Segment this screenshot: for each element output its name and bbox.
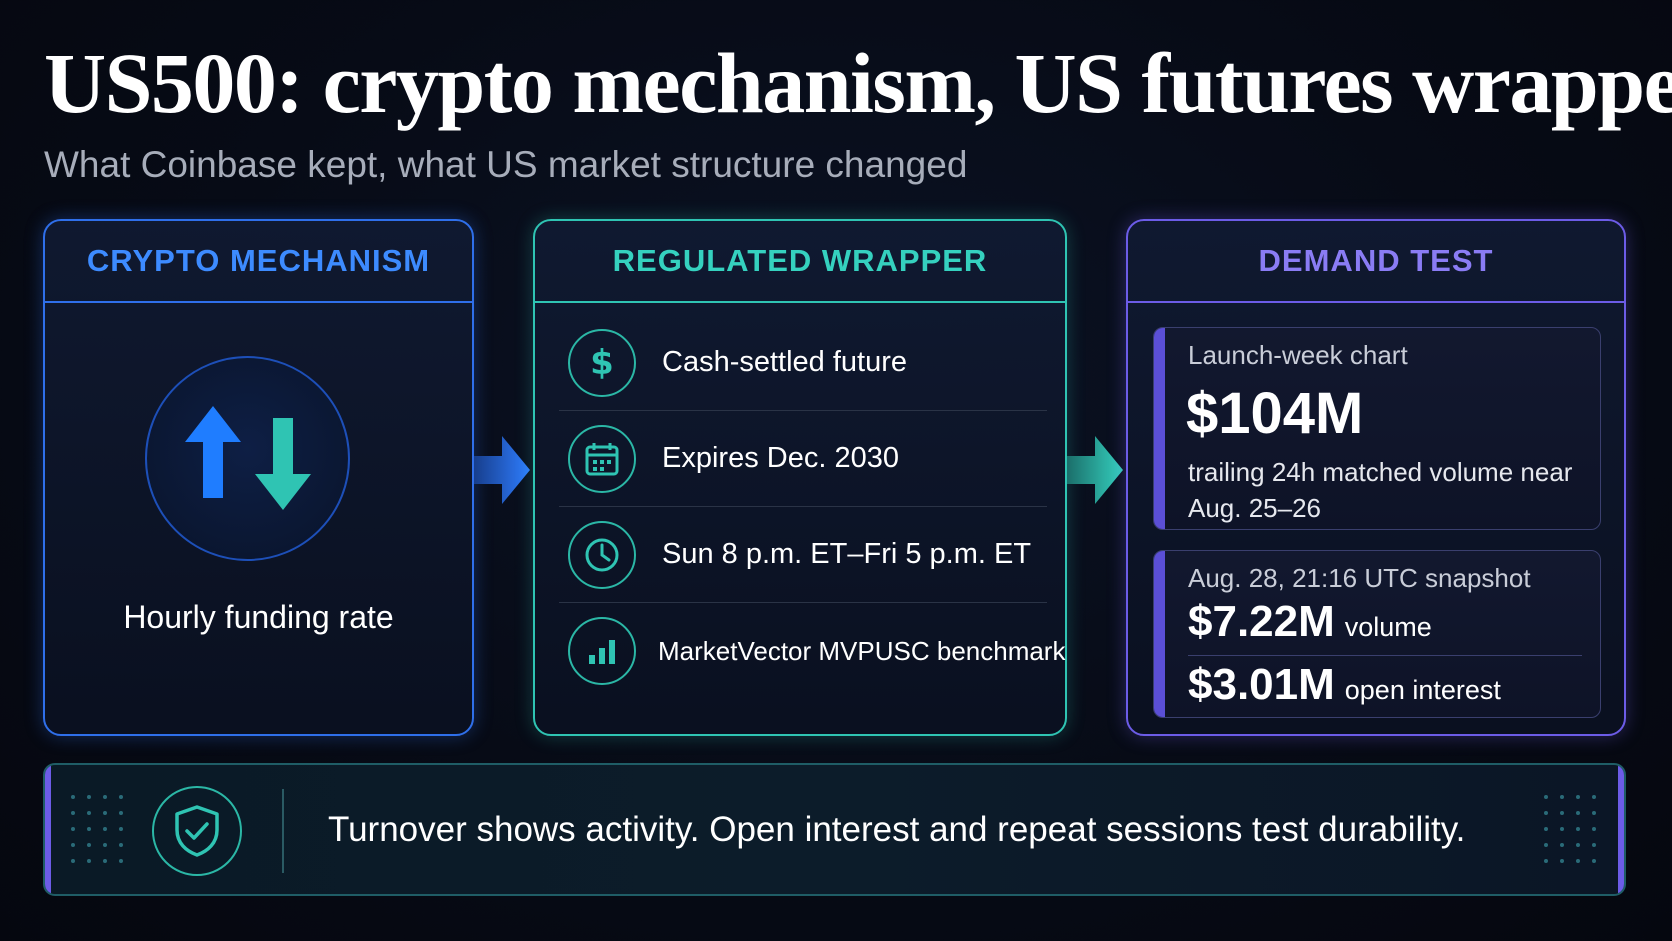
dollar-icon: $ [568, 328, 636, 397]
arrow-right-icon [474, 436, 530, 504]
open-interest-value: $3.01M [1188, 660, 1335, 709]
launch-week-value: $104M [1186, 381, 1364, 446]
wrapper-item-text: Sun 8 p.m. ET–Fri 5 p.m. ET [662, 538, 1032, 570]
takeaway-banner: Turnover shows activity. Open interest a… [43, 763, 1626, 896]
card-accent-bar [1154, 328, 1165, 529]
snapshot-open-interest: $3.01M open interest [1188, 660, 1501, 710]
dot-grid-decoration [71, 795, 123, 863]
wrapper-item-text: Cash-settled future [662, 346, 908, 378]
open-interest-unit: open interest [1344, 675, 1501, 705]
shield-check-icon [152, 786, 242, 876]
dot-grid-decoration [1544, 795, 1596, 863]
clock-icon [568, 520, 636, 589]
banner-divider [282, 789, 284, 873]
regulated-wrapper-heading: REGULATED WRAPPER [535, 221, 1065, 303]
banner-accent-left [45, 765, 51, 894]
launch-week-label: Launch-week chart [1188, 340, 1408, 370]
bar-chart-icon [568, 617, 636, 685]
card-accent-bar [1154, 551, 1165, 717]
volume-value: $7.22M [1188, 597, 1335, 646]
wrapper-item-text: Expires Dec. 2030 [662, 442, 899, 474]
page-title: US500: crypto mechanism, US futures wrap… [44, 35, 1672, 131]
wrapper-item-text: MarketVector MVPUSC benchmark [658, 635, 1066, 666]
demand-test-heading: DEMAND TEST [1128, 221, 1624, 303]
crypto-mechanism-heading: CRYPTO MECHANISM [45, 221, 472, 303]
calendar-icon [568, 424, 636, 493]
snapshot-card: Aug. 28, 21:16 UTC snapshot $7.22M volume… [1153, 550, 1601, 718]
snapshot-divider [1188, 655, 1582, 656]
arrow-right-icon [1067, 436, 1123, 504]
funding-rate-label: Hourly funding rate [123, 599, 394, 635]
page-subtitle: What Coinbase kept, what US market struc… [44, 144, 968, 185]
banner-accent-right [1618, 765, 1624, 894]
snapshot-label: Aug. 28, 21:16 UTC snapshot [1188, 563, 1531, 593]
takeaway-text: Turnover shows activity. Open interest a… [328, 809, 1466, 849]
regulated-wrapper-panel: REGULATED WRAPPER $ Cash-settled future … [533, 219, 1067, 736]
demand-test-panel: DEMAND TEST Launch-week chart $104M trai… [1126, 219, 1626, 736]
launch-week-card: Launch-week chart $104M trailing 24h mat… [1153, 327, 1601, 530]
svg-text:$: $ [590, 343, 614, 383]
wrapper-item: $ Cash-settled future [559, 315, 1047, 411]
wrapper-item: Expires Dec. 2030 [559, 411, 1047, 507]
crypto-mechanism-panel: CRYPTO MECHANISM Hourly funding rate [43, 219, 474, 736]
wrapper-item: Sun 8 p.m. ET–Fri 5 p.m. ET [559, 507, 1047, 603]
launch-week-description: trailing 24h matched volume near Aug. 25… [1188, 457, 1573, 523]
volume-unit: volume [1344, 612, 1432, 642]
wrapper-item: MarketVector MVPUSC benchmark [559, 603, 1065, 699]
up-down-arrows-icon [145, 356, 350, 561]
snapshot-volume: $7.22M volume [1188, 597, 1432, 647]
